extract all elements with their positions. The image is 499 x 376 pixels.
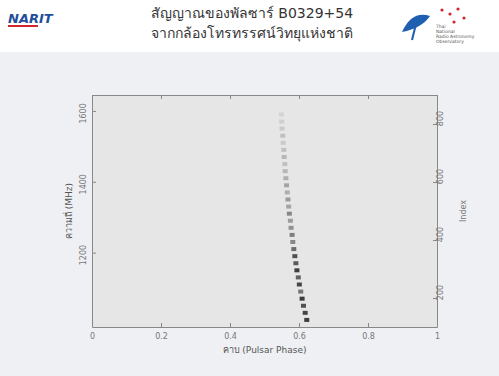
cell — [290, 240, 295, 244]
cell — [285, 190, 290, 194]
y-axis-title: ความถี่ (MHz) — [62, 183, 74, 239]
tick-mark — [368, 323, 369, 327]
x-axis: 0 0.2 0.4 0.6 0.8 1 — [90, 323, 440, 341]
cell — [293, 261, 298, 265]
tick: 1600 — [79, 103, 96, 123]
cell — [282, 155, 287, 159]
cell — [285, 197, 290, 201]
cell — [286, 205, 291, 209]
tick-mark — [92, 253, 96, 254]
cell — [290, 233, 295, 237]
cell — [279, 112, 284, 116]
cell — [279, 120, 284, 124]
tick-mark — [230, 323, 231, 327]
cell — [303, 311, 308, 315]
cell — [289, 226, 294, 230]
tick-mark — [92, 111, 96, 112]
cells — [279, 112, 309, 321]
tick: 800 — [433, 111, 445, 126]
cell — [280, 134, 285, 138]
tick-label: 0.8 — [362, 332, 375, 341]
logo-text: Observatory — [436, 39, 464, 44]
logo-star — [462, 16, 465, 19]
title-line: จากกล้องโทรทรรศน์วิทยุแห่งชาติ — [151, 25, 353, 42]
tick-label: 0.6 — [293, 332, 306, 341]
y-axis: 1200 1400 1600 — [79, 96, 96, 328]
cell — [298, 290, 303, 294]
logo-dish — [402, 15, 430, 32]
cell — [296, 275, 301, 279]
tick-label: 1 — [435, 332, 440, 341]
tick-label: 1400 — [79, 174, 88, 194]
tick-label: 200 — [436, 285, 445, 300]
cell — [283, 176, 288, 180]
tick-label: 400 — [436, 227, 445, 242]
plot-background — [92, 95, 437, 327]
tick-mark — [230, 95, 231, 99]
cell — [288, 219, 293, 223]
header-band — [0, 0, 499, 52]
cell — [297, 282, 302, 286]
tick: 0.4 — [224, 323, 237, 341]
logo-stand — [412, 24, 416, 40]
axis-line — [92, 96, 93, 328]
tick-mark — [92, 182, 96, 183]
cell — [280, 127, 285, 131]
tick-label: 1200 — [79, 245, 88, 265]
x-axis-top — [93, 95, 438, 99]
tick: 600 — [433, 169, 445, 184]
logo-star — [456, 7, 459, 10]
tick: 200 — [433, 285, 445, 300]
tick-label: 0 — [90, 332, 95, 341]
tick — [230, 95, 231, 99]
cell — [282, 162, 287, 166]
canvas: NARIT สัญญาณของพัลซาร์ B0329+54 จากกล้องโท… — [0, 0, 499, 376]
cell — [281, 148, 286, 152]
tick — [161, 95, 162, 99]
tick-label: 0.2 — [155, 332, 168, 341]
logo-left: NARIT — [8, 11, 54, 26]
axis-line — [93, 95, 438, 96]
tick: 1400 — [79, 174, 96, 194]
cell — [291, 247, 296, 251]
cell — [301, 304, 306, 308]
x-axis-title: คาบ (Pulsar Phase) — [223, 345, 307, 355]
tick: 0.8 — [362, 323, 375, 341]
cell — [294, 268, 299, 272]
cell — [304, 318, 309, 322]
cell — [283, 169, 288, 173]
logo-star — [448, 12, 451, 15]
y2-axis-title: Index — [459, 200, 468, 222]
tick-mark — [368, 95, 369, 99]
tick-label: 0.4 — [224, 332, 237, 341]
tick — [299, 95, 300, 99]
cell — [284, 183, 289, 187]
logo-underline — [8, 25, 38, 27]
tick — [368, 95, 369, 99]
cell — [281, 141, 286, 145]
cell — [292, 254, 297, 258]
cell — [287, 212, 292, 216]
tick: 400 — [433, 227, 445, 242]
y2-axis: 200 400 600 800 — [433, 96, 445, 328]
tick-mark — [299, 323, 300, 327]
logo-star — [440, 8, 443, 11]
title-line: สัญญาณของพัลซาร์ B0329+54 — [151, 5, 353, 21]
axis-line — [93, 327, 438, 328]
logo-right: ThaiNationalRadio AstronomyObservatory — [402, 7, 475, 44]
tick: 1200 — [79, 245, 96, 265]
logo-star — [452, 20, 455, 23]
tick-label: 600 — [436, 169, 445, 184]
tick-label: 1600 — [79, 103, 88, 123]
tick-label: 800 — [436, 111, 445, 126]
cell — [300, 297, 305, 301]
tick: 0.6 — [293, 323, 306, 341]
tick-mark — [161, 95, 162, 99]
tick-mark — [161, 323, 162, 327]
tick: 0.2 — [155, 323, 168, 341]
tick-mark — [299, 95, 300, 99]
